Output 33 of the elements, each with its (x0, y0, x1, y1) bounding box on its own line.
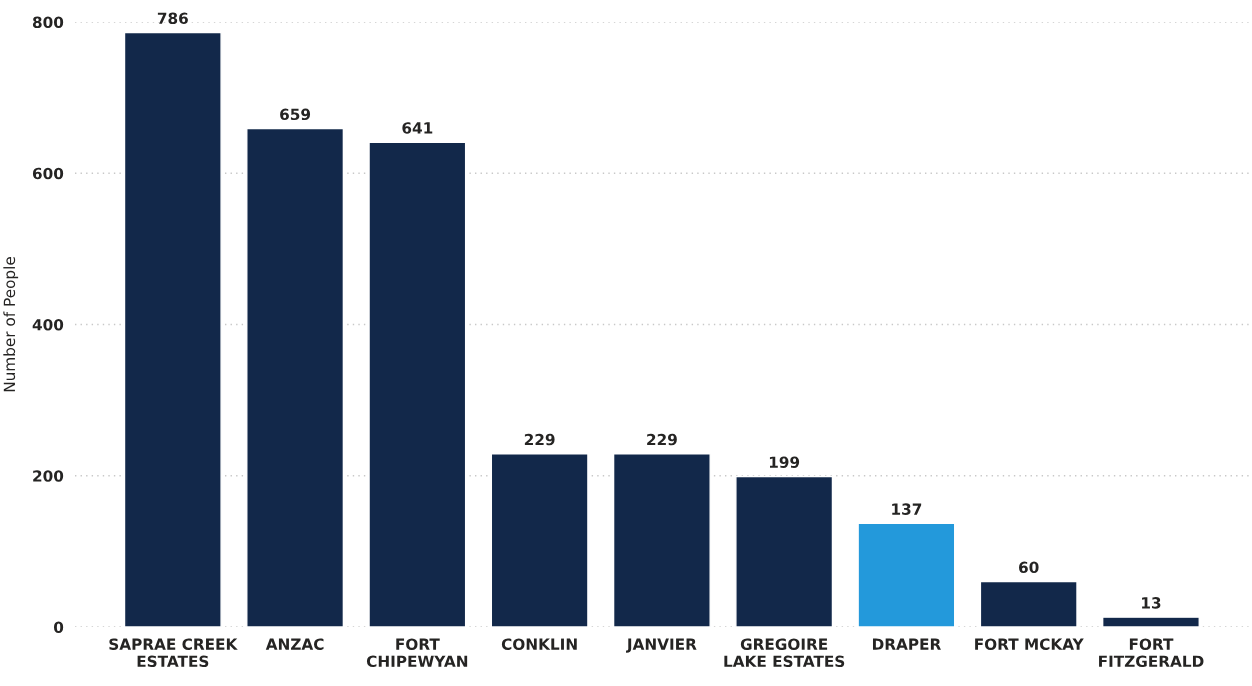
x-tick-label: JANVIER (626, 638, 697, 653)
bar (490, 453, 589, 627)
data-label: 229 (524, 433, 555, 446)
x-tick-label: SAPRAE CREEK ESTATES (109, 638, 238, 668)
data-label: 137 (892, 503, 922, 515)
x-tick-label: CONKLIN (501, 638, 577, 650)
x-tick-label: DRAPER (872, 638, 941, 650)
x-tick-label: ANZAC (265, 638, 324, 650)
data-label: 659 (280, 108, 311, 121)
x-tick-label: FORT FITZGERALD (1099, 638, 1204, 668)
y-tick-label: 400 (32, 318, 64, 331)
data-label: 229 (647, 433, 677, 446)
x-tick-label: FORT MCKAY (975, 638, 1084, 650)
data-label: 641 (402, 122, 433, 134)
y-tick-label: 0 (53, 621, 64, 634)
x-tick-label: FORT CHIPEWYAN (366, 638, 468, 668)
y-axis-title: Number of People (3, 257, 19, 392)
data-label: 786 (157, 12, 188, 25)
y-tick-label: 200 (33, 470, 64, 482)
y-tick-label: 600 (32, 167, 64, 180)
data-label: 60 (1019, 561, 1039, 574)
bar (1101, 616, 1200, 627)
x-tick-label: GREGOIRE LAKE ESTATES (724, 638, 845, 668)
bar (735, 475, 834, 627)
bar (979, 580, 1078, 627)
bar (368, 141, 467, 627)
bar (246, 127, 345, 627)
bar (612, 453, 711, 627)
bar (857, 522, 956, 627)
y-tick-label: 800 (32, 16, 64, 29)
data-label: 13 (1142, 597, 1161, 609)
data-label: 199 (769, 456, 800, 468)
bar (123, 31, 222, 627)
